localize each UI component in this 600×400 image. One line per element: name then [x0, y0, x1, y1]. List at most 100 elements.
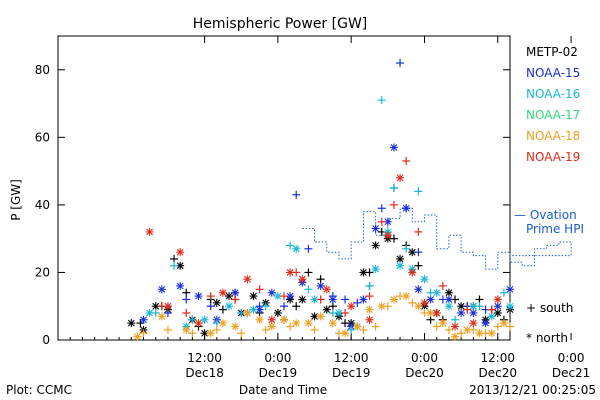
noaa-16-north-point — [310, 295, 319, 304]
noaa-16-north-point — [432, 288, 441, 297]
x-tick-label-time: 12:00 — [334, 351, 369, 365]
noaa-15-south-point — [396, 59, 405, 68]
noaa-15-north-point — [414, 285, 423, 294]
noaa-15-south-point — [280, 302, 288, 311]
noaa-15-north-point — [139, 315, 148, 324]
chart-title: Hemispheric Power [GW] — [193, 16, 368, 32]
noaa-18-north-point — [133, 332, 142, 341]
noaa-15-south-point — [377, 204, 386, 213]
noaa-15-north-point — [457, 308, 466, 317]
y-tick-label: 60 — [35, 130, 50, 144]
noaa-18-north-point — [475, 329, 484, 338]
noaa-15-south-point — [206, 302, 215, 311]
plot-frame — [57, 35, 511, 341]
noaa-18-north-point — [218, 319, 227, 328]
metp-02-north-point — [396, 254, 405, 263]
noaa-15-north-point — [426, 295, 435, 304]
noaa-16-south-point — [377, 96, 386, 105]
noaa-16-south-point — [347, 325, 356, 334]
legend-item: NOAA-19 — [526, 150, 580, 164]
noaa-19-south-point — [463, 305, 472, 314]
x-tick-label-time: 12:00 — [187, 351, 222, 365]
noaa-19-south-point — [377, 217, 386, 226]
metp-02-south-point — [328, 302, 337, 311]
noaa-15-north-point — [493, 302, 502, 311]
noaa-19-north-point — [163, 302, 172, 311]
x-tick-label-time: 0:00 — [558, 351, 585, 365]
noaa-16-south-point — [389, 184, 398, 192]
noaa-15-north-point — [267, 288, 276, 297]
noaa-18-north-point — [243, 308, 252, 317]
noaa-18-south-point — [237, 329, 246, 338]
x-tick-label-date: Dec21 — [552, 366, 591, 380]
noaa-18-north-point — [353, 322, 362, 331]
noaa-19-north-point — [194, 319, 203, 328]
noaa-15-south-point — [182, 295, 191, 304]
noaa-19-south-point — [280, 292, 288, 301]
noaa-16-south-point — [402, 244, 411, 253]
noaa-15-north-point — [359, 295, 368, 304]
noaa-18-south-point — [408, 298, 417, 307]
noaa-19-south-point — [231, 295, 240, 304]
metp-02-north-point — [273, 308, 282, 317]
noaa-19-south-point — [402, 156, 411, 165]
noaa-19-south-point — [365, 292, 374, 301]
y-axis-label: P [GW] — [9, 179, 23, 221]
noaa-18-north-point — [280, 315, 288, 324]
noaa-19-north-point — [243, 275, 252, 284]
noaa-16-north-point — [292, 244, 301, 253]
x-tick-label-time: 0:00 — [264, 351, 291, 365]
metp-02-north-point — [225, 292, 234, 301]
noaa-18-south-point — [457, 329, 466, 338]
legend: METP-02 NOAA-15 NOAA-16 NOAA-17 NOAA-18 NOAA-… — [526, 45, 580, 164]
noaa-16-north-point — [396, 261, 405, 270]
noaa-19-south-point — [182, 308, 191, 317]
noaa-19-south-point — [341, 308, 350, 317]
noaa-19-south-point — [206, 292, 215, 301]
noaa-18-north-point — [182, 325, 191, 334]
x-axis-label: Date and Time — [239, 383, 327, 397]
noaa-15-north-point — [469, 308, 478, 317]
noaa-19-south-point — [255, 285, 264, 294]
noaa-19-north-point — [322, 285, 331, 294]
noaa-18-north-point — [304, 319, 313, 328]
noaa-18-north-point — [231, 322, 240, 331]
noaa-19-south-point — [316, 295, 325, 304]
noaa-15-south-point — [414, 248, 423, 257]
noaa-15-north-point — [194, 292, 203, 301]
noaa-19-north-point — [286, 268, 295, 277]
noaa-18-north-point — [267, 322, 276, 331]
noaa-18-north-point — [328, 319, 337, 328]
noaa-18-south-point — [359, 325, 368, 334]
metp-02-south-point — [316, 275, 325, 284]
legend-item: METP-02 — [526, 45, 578, 59]
metp-02-south-point — [475, 295, 484, 304]
noaa-19-north-point — [383, 231, 392, 240]
noaa-19-north-point — [493, 295, 502, 304]
plot-credit: Plot: CCMC — [6, 383, 72, 397]
noaa-18-south-point — [432, 322, 441, 331]
noaa-18-north-point — [206, 329, 215, 338]
noaa-18-north-point — [365, 305, 374, 314]
noaa-16-south-point — [188, 315, 197, 324]
noaa-16-north-point — [469, 302, 478, 311]
noaa-19-north-point — [469, 319, 478, 328]
noaa-18-south-point — [371, 322, 380, 331]
noaa-18-north-point — [377, 302, 386, 311]
noaa-19-south-point — [414, 227, 423, 236]
noaa-16-north-point — [200, 315, 209, 324]
noaa-18-south-point — [139, 329, 148, 338]
metp-02-south-point — [426, 315, 435, 324]
x-tick-label-date: Dec20 — [405, 366, 444, 380]
noaa-15-north-point — [231, 288, 240, 297]
metp-02-north-point — [493, 308, 502, 317]
noaa-16-south-point — [451, 315, 460, 324]
noaa-19-north-point — [420, 298, 429, 307]
noaa-19-north-point — [267, 315, 276, 324]
noaa-16-north-point — [371, 265, 380, 274]
legend-item: NOAA-16 — [526, 87, 580, 101]
noaa-19-north-point — [298, 275, 307, 284]
noaa-18-south-point — [444, 325, 453, 334]
noaa-16-north-point — [487, 312, 496, 321]
metp-02-south-point — [182, 288, 191, 297]
